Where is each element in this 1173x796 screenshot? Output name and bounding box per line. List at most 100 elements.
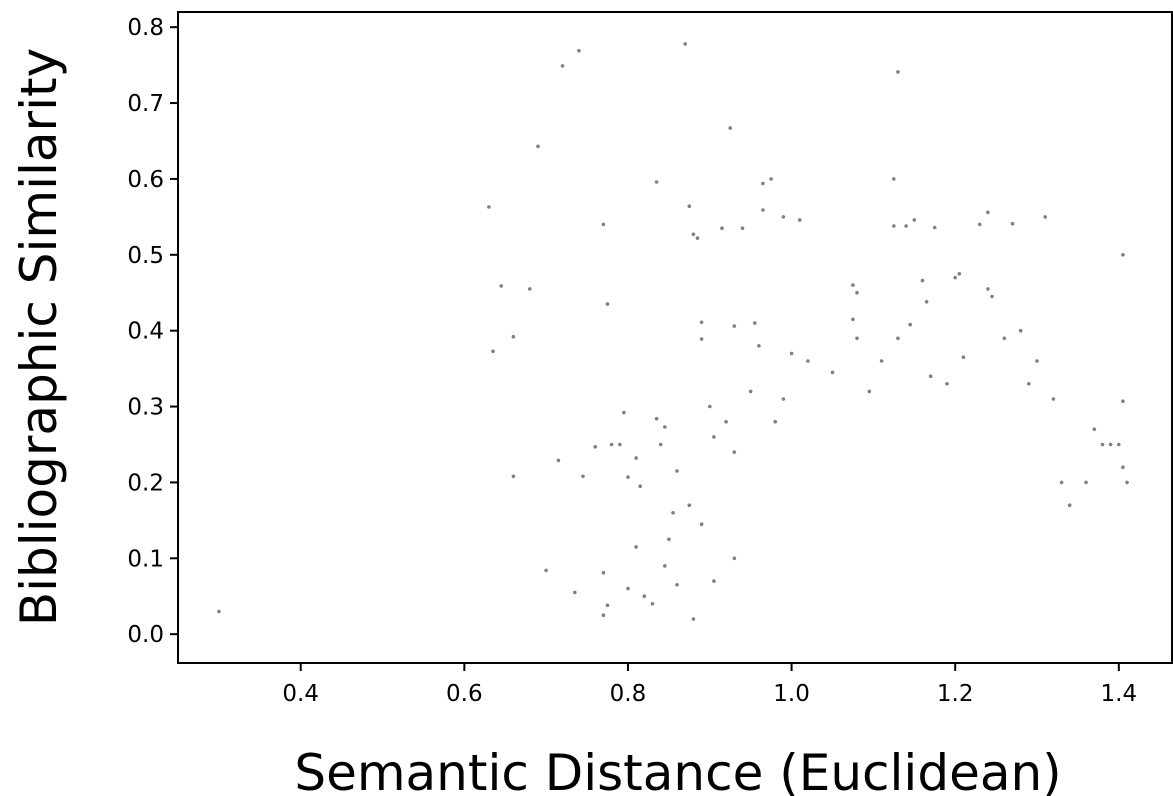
y-tick-label: 0.7 — [127, 91, 164, 117]
data-point — [1084, 480, 1088, 485]
data-point — [977, 222, 982, 227]
data-point — [605, 603, 610, 608]
data-point — [699, 337, 704, 341]
data-point — [769, 177, 773, 181]
data-point — [712, 435, 716, 439]
data-point — [908, 322, 912, 327]
data-point — [1002, 336, 1007, 341]
data-point — [855, 336, 859, 341]
y-tick-label: 0.4 — [127, 319, 164, 345]
data-point — [675, 469, 679, 473]
data-point — [667, 537, 671, 542]
data-point — [953, 275, 957, 280]
y-tick-label: 0.8 — [127, 15, 164, 41]
data-point — [601, 570, 606, 575]
data-point — [1092, 427, 1097, 432]
data-point — [1125, 480, 1129, 485]
data-point — [1117, 442, 1121, 447]
data-point — [753, 321, 757, 325]
data-point — [896, 336, 900, 341]
data-point — [577, 48, 581, 53]
data-point — [957, 272, 962, 276]
data-point — [634, 456, 638, 460]
y-tick-label: 0.2 — [127, 470, 164, 496]
data-point — [757, 344, 761, 348]
x-axis-label: Semantic Distance (Euclidean) — [294, 744, 1061, 796]
y-tick-label: 0.3 — [127, 395, 164, 421]
data-point — [1067, 503, 1072, 508]
data-point — [892, 177, 896, 181]
data-point — [781, 397, 786, 401]
data-point — [654, 180, 659, 184]
x-axis-ticks: 0.4 0.6 0.8 1.0 1.2 1.4 — [282, 663, 1137, 707]
data-point — [806, 359, 810, 363]
data-point — [654, 416, 659, 421]
data-point — [1121, 253, 1125, 257]
data-point — [528, 287, 532, 291]
data-point — [867, 389, 872, 394]
data-point — [663, 425, 667, 429]
scatter-points — [217, 42, 1129, 621]
data-point — [699, 522, 704, 526]
data-point — [1035, 359, 1039, 363]
data-point — [609, 442, 614, 447]
data-point — [691, 617, 696, 621]
data-point — [658, 442, 663, 447]
data-point — [511, 334, 516, 339]
data-point — [740, 226, 745, 230]
data-point — [912, 218, 917, 222]
axes-frame — [177, 11, 1173, 664]
data-point — [928, 374, 933, 379]
data-point — [712, 579, 716, 583]
data-point — [851, 283, 855, 287]
data-point — [990, 294, 994, 299]
data-point — [798, 218, 802, 222]
data-point — [638, 484, 642, 489]
data-point — [695, 236, 700, 240]
y-axis-ticks: 0.0 0.1 0.2 0.3 0.4 0.5 0.6 0.7 0.8 — [127, 15, 178, 648]
data-point — [511, 474, 516, 479]
x-tick-label: 0.6 — [446, 681, 483, 707]
data-point — [732, 324, 737, 328]
data-point — [904, 224, 908, 228]
data-point — [789, 351, 794, 356]
data-point — [544, 568, 548, 573]
data-point — [217, 609, 221, 614]
data-point — [1051, 397, 1056, 401]
data-point — [663, 564, 667, 568]
data-point — [748, 389, 753, 394]
data-point — [961, 355, 966, 360]
data-point — [724, 419, 728, 424]
data-point — [720, 226, 724, 230]
data-point — [1010, 221, 1015, 226]
x-tick-label: 0.8 — [610, 681, 647, 707]
data-point — [601, 613, 606, 617]
data-point — [986, 287, 990, 291]
data-point — [687, 204, 692, 208]
data-point — [1018, 328, 1023, 333]
data-point — [851, 317, 855, 322]
data-point — [924, 300, 929, 304]
data-point — [892, 224, 896, 228]
data-point — [773, 419, 777, 424]
y-tick-label: 0.5 — [127, 243, 164, 269]
data-point — [634, 545, 638, 549]
data-point — [601, 222, 606, 227]
data-point — [622, 410, 626, 415]
data-point — [536, 144, 540, 149]
data-point — [761, 208, 765, 212]
data-point — [708, 404, 712, 409]
data-point — [728, 126, 732, 130]
data-point — [1108, 442, 1113, 447]
data-point — [732, 450, 737, 454]
x-tick-label: 1.0 — [773, 681, 810, 707]
data-point — [1100, 442, 1105, 447]
data-point — [781, 215, 786, 219]
y-tick-label: 0.0 — [127, 622, 164, 648]
data-point — [879, 359, 884, 363]
data-point — [683, 42, 687, 46]
y-tick-label: 0.6 — [127, 167, 164, 193]
data-point — [618, 442, 622, 447]
data-point — [945, 382, 949, 386]
